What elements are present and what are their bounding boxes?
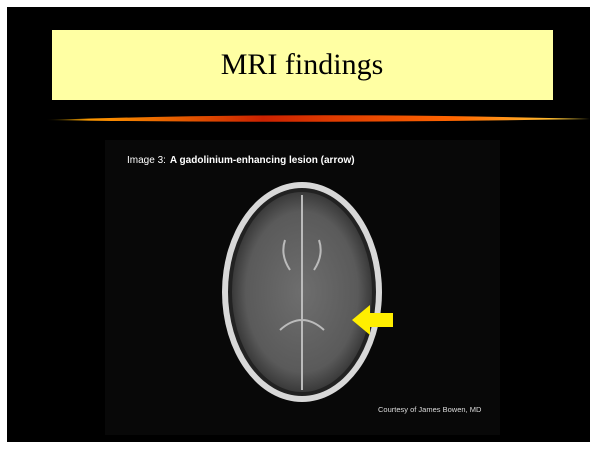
slide: MRI findings Image 3: A gadolinium-enhan… — [0, 0, 596, 449]
slide-title: MRI findings — [221, 48, 384, 81]
image-credit: Courtesy of James Bowen, MD — [378, 405, 482, 414]
caption-text: A gadolinium-enhancing lesion (arrow) — [170, 155, 355, 166]
caption-prefix: Image 3: — [127, 155, 166, 166]
